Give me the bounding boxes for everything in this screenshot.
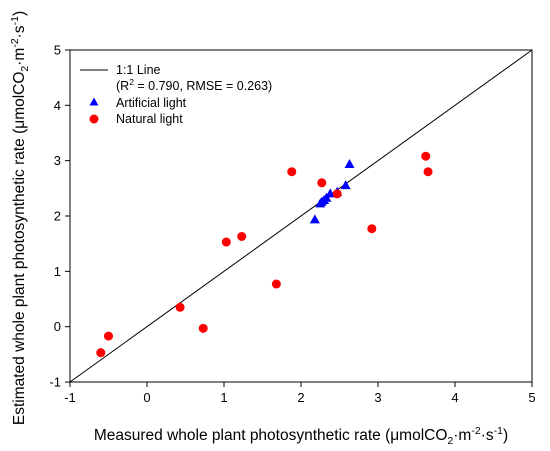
one-to-one-line (69, 49, 533, 383)
legend-artificial-label: Artificial light (116, 96, 187, 110)
y-tick-label: -1 (49, 375, 61, 390)
y-tick-label: 5 (54, 43, 61, 58)
circle-point (198, 323, 208, 333)
legend-line-label: 1:1 Line (116, 63, 161, 77)
triangle-point (344, 159, 355, 169)
x-axis-ticks: -1 0 1 2 3 4 5 (64, 382, 536, 405)
legend-natural-label: Natural light (116, 112, 183, 126)
triangle-point (309, 214, 320, 224)
circle-point (367, 224, 377, 234)
circle-point (287, 167, 297, 177)
legend-stats-label: (R2 = 0.790, RMSE = 0.263) (116, 77, 272, 93)
x-axis-label: Measured whole plant photosynthetic rate… (94, 425, 508, 447)
y-tick-label: 4 (54, 98, 61, 113)
x-tick-label: 4 (451, 390, 458, 405)
y-axis-label: Estimated whole plant photosynthetic rat… (9, 11, 31, 425)
circle-point (421, 151, 431, 161)
x-tick-label: 5 (528, 390, 535, 405)
circle-point (237, 231, 247, 241)
circle-point (175, 302, 185, 312)
legend-circle-swatch (89, 114, 99, 124)
y-tick-label: 3 (54, 153, 61, 168)
legend-triangle-swatch (89, 97, 99, 106)
y-tick-label: 0 (54, 319, 61, 334)
circle-point (317, 178, 327, 188)
circle-point (271, 279, 281, 289)
circle-point (423, 167, 433, 177)
circle-point (332, 189, 342, 199)
y-tick-label: 2 (54, 209, 61, 224)
y-axis-ticks: -1 0 1 2 3 4 5 (49, 43, 70, 390)
x-tick-label: 1 (220, 390, 227, 405)
x-tick-label: 2 (297, 390, 304, 405)
circle-point (96, 348, 106, 358)
legend: 1:1 Line (R2 = 0.790, RMSE = 0.263) Arti… (80, 63, 272, 126)
data-points (96, 151, 433, 358)
x-tick-label: 3 (374, 390, 381, 405)
x-tick-label: -1 (64, 390, 76, 405)
x-tick-label: 0 (143, 390, 150, 405)
triangle-point (340, 180, 351, 190)
y-tick-label: 1 (54, 264, 61, 279)
circle-point (104, 331, 113, 341)
circle-point (221, 237, 231, 247)
